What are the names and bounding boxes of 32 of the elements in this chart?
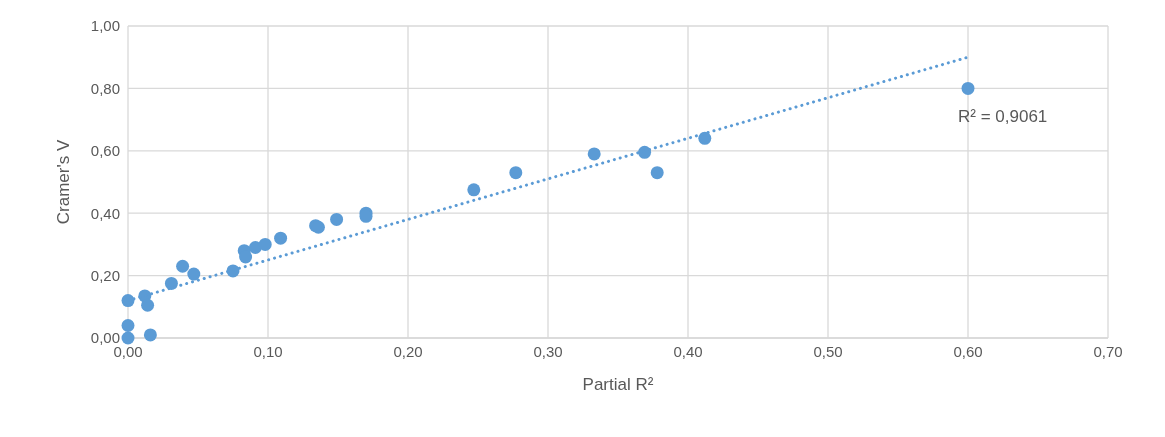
point: [239, 250, 253, 264]
x-tick-label: 0,20: [393, 342, 423, 360]
point: [274, 231, 288, 245]
point: [698, 131, 712, 145]
x-tick-label: 0,40: [673, 342, 703, 360]
point: [164, 276, 178, 290]
x-tick-label: 0,30: [533, 342, 563, 360]
x-tick-label: 0,10: [253, 342, 283, 360]
point: [121, 331, 135, 345]
point: [330, 212, 344, 226]
point: [121, 319, 135, 333]
point: [258, 237, 272, 251]
x-axis-title: Partial R²: [582, 375, 654, 395]
point: [587, 147, 601, 161]
point: [141, 298, 155, 312]
x-tick-label: 0,50: [813, 342, 843, 360]
point: [509, 166, 523, 180]
y-tick-label: 0,80: [90, 79, 120, 97]
point: [467, 183, 481, 197]
x-tick-label: 0,70: [1093, 342, 1123, 360]
y-axis-title: Cramer's V: [54, 139, 74, 225]
y-tick-label: 0,60: [90, 142, 120, 160]
point: [176, 259, 190, 273]
y-tick-label: 0,40: [90, 204, 120, 222]
x-tick-label: 0,60: [953, 342, 983, 360]
point: [961, 81, 975, 95]
point: [187, 267, 201, 281]
annotation: R² = 0,9061: [958, 107, 1048, 128]
y-tick-label: 1,00: [90, 17, 120, 35]
point: [143, 328, 157, 342]
point: [650, 166, 664, 180]
y-tick-label: 0,20: [90, 266, 120, 284]
